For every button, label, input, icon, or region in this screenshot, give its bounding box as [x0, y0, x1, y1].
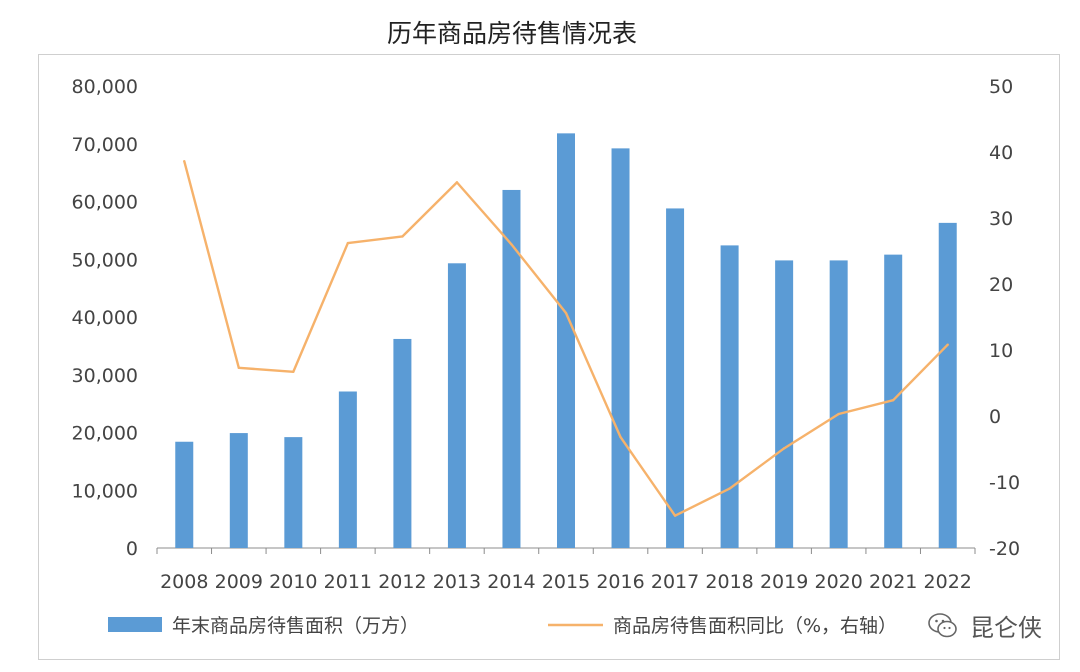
y-left-tick-label: 20,000 — [72, 423, 138, 445]
y-left-tick-label: 80,000 — [72, 76, 138, 98]
watermark: 昆仑侠 — [926, 608, 1044, 643]
y-right-tick-label: -20 — [989, 538, 1020, 560]
yoy-point-2013 — [455, 181, 459, 184]
x-tick-label: 2015 — [542, 571, 590, 593]
bar-2012 — [393, 338, 412, 548]
wechat-icon — [928, 612, 957, 637]
y-left-tick-label: 50,000 — [72, 249, 138, 271]
bar-2020 — [829, 260, 848, 548]
bar-2018 — [720, 245, 739, 548]
legend-bar-label: 年末商品房待售面积（万方） — [172, 615, 419, 637]
yoy-point-2012 — [401, 235, 404, 238]
yoy-point-2015 — [564, 311, 568, 315]
y-left-tick-label: 0 — [126, 538, 138, 560]
yoy-point-2020 — [837, 412, 840, 416]
yoy-point-2018 — [728, 487, 731, 490]
yoy-point-2014 — [510, 243, 513, 246]
line-group — [183, 160, 949, 517]
y-left-tick-label: 60,000 — [72, 192, 138, 214]
bar-2008 — [175, 441, 194, 548]
x-tick-label: 2009 — [215, 571, 263, 593]
y-left-tick-label: 30,000 — [72, 365, 138, 387]
axes-group: 2008 2009 2010 2011 2012 2013 2014 2015 2016 2017… — [72, 76, 1021, 593]
y-left-tick-label: 40,000 — [72, 307, 138, 329]
yoy-point-2009 — [237, 366, 240, 370]
y-right-tick-label: 10 — [989, 340, 1013, 362]
x-tick-label: 2008 — [160, 571, 208, 593]
y-right-tick-label: 50 — [989, 76, 1013, 98]
y-right-tick-label: 20 — [989, 274, 1013, 296]
bar-2014 — [502, 189, 521, 548]
x-tick-label: 2021 — [869, 571, 917, 593]
bar-2022 — [938, 222, 957, 548]
watermark-text: 昆仑侠 — [968, 608, 1044, 643]
legend-group: 年末商品房待售面积（万方） 商品房待售面积同比（%，右轴） — [108, 615, 897, 637]
yoy-point-2010 — [292, 370, 295, 373]
x-tick-label: 2010 — [269, 571, 317, 593]
yoy-point-2008 — [183, 160, 186, 163]
y-right-tick-label: 40 — [989, 142, 1013, 164]
x-tick-label: 2017 — [651, 571, 699, 593]
chart-frame — [38, 54, 1060, 660]
y-right-tick-label: 0 — [989, 406, 1001, 428]
bar-2016 — [611, 148, 630, 548]
bar-2011 — [338, 391, 357, 548]
y-right-tick-label: -10 — [989, 472, 1020, 494]
x-tick-label: 2012 — [378, 571, 426, 593]
chart-title: 历年商品房待售情况表 — [386, 19, 637, 48]
bar-2015 — [557, 133, 575, 549]
bars-group — [175, 133, 957, 549]
x-tick-label: 2022 — [924, 571, 972, 593]
legend-bar-swatch — [108, 617, 162, 632]
yoy-point-2017 — [673, 514, 677, 517]
legend-line-label: 商品房待售面积同比（%，右轴） — [613, 615, 897, 637]
x-tick-label: 2011 — [324, 571, 372, 593]
bar-2013 — [447, 263, 466, 548]
x-tick-label: 2020 — [814, 571, 862, 593]
bar-2009 — [229, 433, 248, 548]
bar-2010 — [284, 437, 303, 548]
y-left-tick-label: 70,000 — [72, 134, 138, 156]
x-tick-label: 2013 — [433, 571, 481, 593]
x-tick-label: 2018 — [705, 571, 753, 593]
x-tick-label: 2016 — [596, 571, 644, 593]
yoy-point-2022 — [946, 343, 949, 346]
y-left-tick-label: 10,000 — [72, 480, 138, 502]
yoy-point-2021 — [892, 398, 895, 402]
x-tick-label: 2014 — [487, 571, 535, 593]
bar-2019 — [775, 260, 794, 548]
yoy-point-2011 — [346, 241, 350, 245]
y-right-tick-label: 30 — [989, 208, 1013, 230]
yoy-point-2016 — [619, 435, 622, 439]
yoy-point-2019 — [782, 447, 786, 450]
x-tick-label: 2019 — [760, 571, 808, 593]
bar-2017 — [666, 208, 685, 548]
